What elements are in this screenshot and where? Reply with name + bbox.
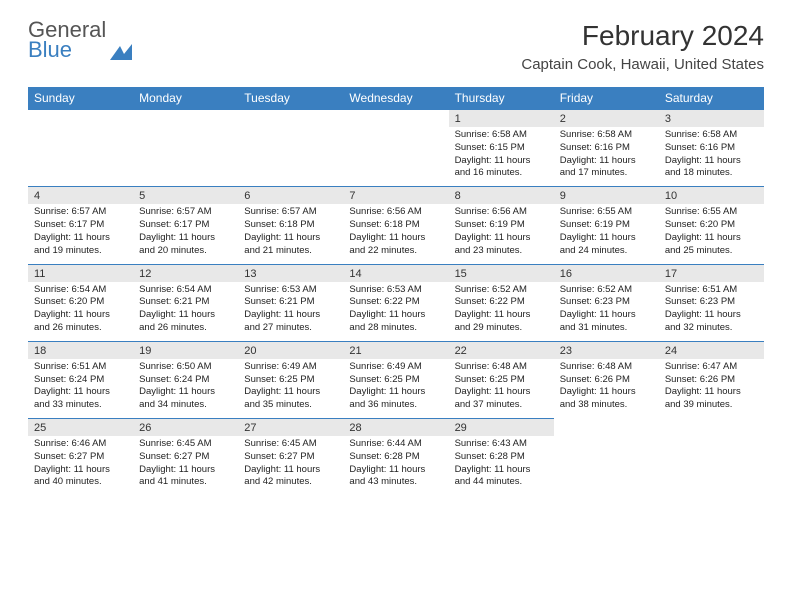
day-header: Tuesday [238,87,343,110]
day-detail-cell: Sunrise: 6:46 AMSunset: 6:27 PMDaylight:… [28,436,133,495]
day-detail-cell: Sunrise: 6:43 AMSunset: 6:28 PMDaylight:… [449,436,554,495]
day-number-cell: 1 [449,110,554,128]
day-detail-cell: Sunrise: 6:57 AMSunset: 6:18 PMDaylight:… [238,204,343,264]
day-number-cell: 14 [343,264,448,282]
day-number-cell: 18 [28,341,133,359]
day-number-cell: 11 [28,264,133,282]
day-number-cell: 29 [449,419,554,437]
day-number-cell: 23 [554,341,659,359]
day-detail-cell: Sunrise: 6:53 AMSunset: 6:22 PMDaylight:… [343,282,448,342]
day-detail-cell: Sunrise: 6:57 AMSunset: 6:17 PMDaylight:… [133,204,238,264]
day-number-cell: 24 [659,341,764,359]
day-detail-row: Sunrise: 6:54 AMSunset: 6:20 PMDaylight:… [28,282,764,342]
day-detail-cell: Sunrise: 6:48 AMSunset: 6:25 PMDaylight:… [449,359,554,419]
day-detail-cell: Sunrise: 6:57 AMSunset: 6:17 PMDaylight:… [28,204,133,264]
day-number-cell: 26 [133,419,238,437]
day-number-cell: 6 [238,187,343,205]
day-detail-cell: Sunrise: 6:55 AMSunset: 6:19 PMDaylight:… [554,204,659,264]
day-detail-cell: Sunrise: 6:45 AMSunset: 6:27 PMDaylight:… [133,436,238,495]
day-detail-cell [133,127,238,187]
calendar-table: SundayMondayTuesdayWednesdayThursdayFrid… [28,87,764,495]
day-detail-cell: Sunrise: 6:58 AMSunset: 6:16 PMDaylight:… [659,127,764,187]
day-number-cell [554,419,659,437]
day-number-cell: 7 [343,187,448,205]
day-detail-cell [659,436,764,495]
day-detail-row: Sunrise: 6:58 AMSunset: 6:15 PMDaylight:… [28,127,764,187]
day-detail-cell: Sunrise: 6:56 AMSunset: 6:18 PMDaylight:… [343,204,448,264]
calendar-page: General Blue February 2024 Captain Cook,… [0,0,792,515]
day-detail-row: Sunrise: 6:57 AMSunset: 6:17 PMDaylight:… [28,204,764,264]
day-number-row: 123 [28,110,764,128]
day-number-cell: 13 [238,264,343,282]
day-number-cell: 19 [133,341,238,359]
day-detail-cell [343,127,448,187]
day-header-row: SundayMondayTuesdayWednesdayThursdayFrid… [28,87,764,110]
day-detail-cell: Sunrise: 6:48 AMSunset: 6:26 PMDaylight:… [554,359,659,419]
month-title: February 2024 [521,20,764,52]
day-number-cell: 25 [28,419,133,437]
day-number-cell: 2 [554,110,659,128]
logo-mark-icon [110,44,132,60]
logo-word2: Blue [28,37,72,62]
day-number-cell: 15 [449,264,554,282]
day-detail-cell: Sunrise: 6:56 AMSunset: 6:19 PMDaylight:… [449,204,554,264]
day-detail-cell: Sunrise: 6:58 AMSunset: 6:16 PMDaylight:… [554,127,659,187]
logo-text: General Blue [28,20,106,60]
day-number-cell: 5 [133,187,238,205]
day-detail-cell: Sunrise: 6:52 AMSunset: 6:22 PMDaylight:… [449,282,554,342]
day-detail-cell [554,436,659,495]
logo: General Blue [28,20,132,60]
day-number-cell [28,110,133,128]
day-number-cell: 4 [28,187,133,205]
day-detail-cell: Sunrise: 6:47 AMSunset: 6:26 PMDaylight:… [659,359,764,419]
day-number-cell [133,110,238,128]
day-detail-cell: Sunrise: 6:49 AMSunset: 6:25 PMDaylight:… [238,359,343,419]
day-detail-cell: Sunrise: 6:50 AMSunset: 6:24 PMDaylight:… [133,359,238,419]
day-detail-cell [28,127,133,187]
day-number-cell [238,110,343,128]
day-detail-cell: Sunrise: 6:49 AMSunset: 6:25 PMDaylight:… [343,359,448,419]
day-detail-cell: Sunrise: 6:54 AMSunset: 6:20 PMDaylight:… [28,282,133,342]
day-number-cell: 3 [659,110,764,128]
day-detail-cell: Sunrise: 6:58 AMSunset: 6:15 PMDaylight:… [449,127,554,187]
day-detail-cell [238,127,343,187]
day-number-row: 18192021222324 [28,341,764,359]
day-number-cell: 8 [449,187,554,205]
day-detail-cell: Sunrise: 6:52 AMSunset: 6:23 PMDaylight:… [554,282,659,342]
location-text: Captain Cook, Hawaii, United States [521,56,764,73]
day-detail-cell: Sunrise: 6:51 AMSunset: 6:24 PMDaylight:… [28,359,133,419]
day-number-cell: 12 [133,264,238,282]
day-detail-row: Sunrise: 6:46 AMSunset: 6:27 PMDaylight:… [28,436,764,495]
day-header: Sunday [28,87,133,110]
day-header: Monday [133,87,238,110]
day-number-row: 2526272829 [28,419,764,437]
day-detail-cell: Sunrise: 6:44 AMSunset: 6:28 PMDaylight:… [343,436,448,495]
day-number-cell: 22 [449,341,554,359]
day-number-cell: 27 [238,419,343,437]
day-number-cell [343,110,448,128]
day-number-row: 45678910 [28,187,764,205]
day-detail-cell: Sunrise: 6:55 AMSunset: 6:20 PMDaylight:… [659,204,764,264]
day-header: Friday [554,87,659,110]
day-detail-cell: Sunrise: 6:53 AMSunset: 6:21 PMDaylight:… [238,282,343,342]
day-number-cell: 9 [554,187,659,205]
day-number-cell: 16 [554,264,659,282]
title-block: February 2024 Captain Cook, Hawaii, Unit… [521,20,764,73]
day-number-cell: 20 [238,341,343,359]
day-number-cell: 21 [343,341,448,359]
day-number-cell: 28 [343,419,448,437]
day-number-row: 11121314151617 [28,264,764,282]
day-number-cell: 10 [659,187,764,205]
day-number-cell [659,419,764,437]
page-header: General Blue February 2024 Captain Cook,… [28,20,764,73]
day-header: Wednesday [343,87,448,110]
day-header: Thursday [449,87,554,110]
day-number-cell: 17 [659,264,764,282]
day-detail-cell: Sunrise: 6:51 AMSunset: 6:23 PMDaylight:… [659,282,764,342]
day-detail-cell: Sunrise: 6:45 AMSunset: 6:27 PMDaylight:… [238,436,343,495]
day-header: Saturday [659,87,764,110]
day-detail-row: Sunrise: 6:51 AMSunset: 6:24 PMDaylight:… [28,359,764,419]
day-detail-cell: Sunrise: 6:54 AMSunset: 6:21 PMDaylight:… [133,282,238,342]
